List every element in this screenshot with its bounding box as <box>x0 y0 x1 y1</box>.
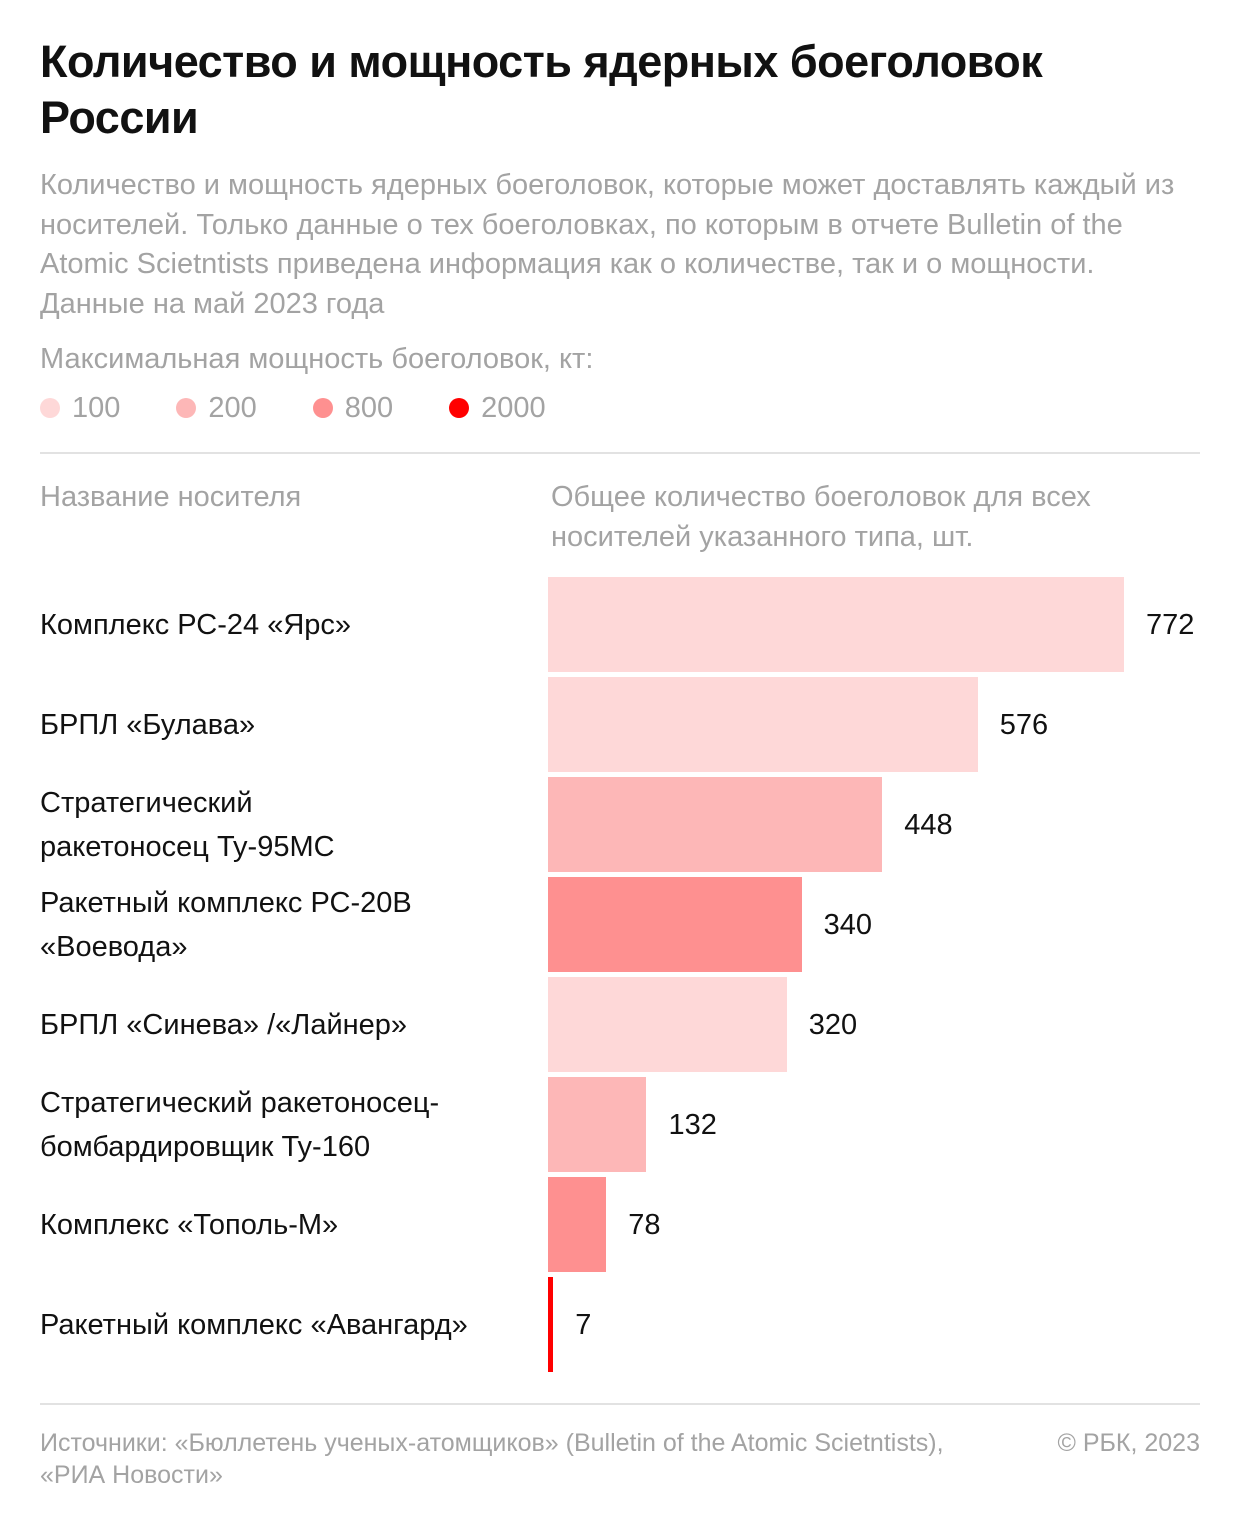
legend-item-100: 100 <box>40 388 120 428</box>
bar-category-label: Стратегический ракетоносец Ту-95МС <box>40 786 335 863</box>
bar <box>548 777 883 872</box>
legend-item-2000: 2000 <box>449 388 546 428</box>
bar-value-label: 772 <box>1146 608 1195 641</box>
bar <box>548 677 978 772</box>
bar <box>548 977 787 1072</box>
legend-swatch <box>176 398 197 418</box>
chart-title: Количество и мощность ядерных боеголовок… <box>40 36 1043 143</box>
legend-swatch <box>312 398 333 418</box>
column-header-value: Общее количество боеголовок для всех нос… <box>551 481 1091 553</box>
bar <box>548 577 1124 672</box>
bar-value-label: 132 <box>668 1108 717 1141</box>
bar-value-label: 7 <box>575 1308 592 1341</box>
bar-value-label: 340 <box>823 908 873 941</box>
legend-item-200: 200 <box>176 388 257 428</box>
chart-subtitle: Количество и мощность ядерных боеголовок… <box>40 169 1175 320</box>
legend-swatch <box>449 398 470 418</box>
bar <box>548 1077 647 1172</box>
legend-title: Максимальная мощность боеголовок, кт: <box>40 343 594 375</box>
bar-category-label: Комплекс «Тополь-М» <box>40 1208 339 1241</box>
bar <box>548 877 802 972</box>
legend: 100 200 800 2000 <box>40 388 602 428</box>
legend-item-800: 800 <box>312 388 394 428</box>
legend-label: 100 <box>72 392 121 424</box>
bar-category-label: Ракетный комплекс «Авангард» <box>40 1308 468 1341</box>
bar <box>548 1277 554 1372</box>
copyright: © РБК, 2023 <box>1057 1429 1200 1457</box>
column-header-name: Название носителя <box>40 481 302 513</box>
bar-category-label: Ракетный комплекс РС-20В «Воевода» <box>40 886 412 963</box>
bar-category-label: Стратегический ракетоносец-бомбардировщи… <box>40 1086 440 1163</box>
bar-category-label: Комплекс РС-24 «Ярс» <box>40 608 352 641</box>
header-divider <box>40 452 1200 454</box>
legend-label: 200 <box>208 392 257 424</box>
sources-note: Источники: «Бюллетень ученых-атомщиков» … <box>40 1429 944 1489</box>
bar <box>548 1177 607 1272</box>
bar-value-label: 576 <box>999 708 1049 741</box>
bar-value-label: 448 <box>904 808 953 841</box>
legend-label: 800 <box>344 392 394 424</box>
bar-category-label: БРПЛ «Булава» <box>40 708 256 741</box>
bar-category-label: БРПЛ «Синева» /«Лайнер» <box>40 1008 408 1041</box>
legend-label: 2000 <box>481 392 546 424</box>
bar-value-label: 78 <box>628 1208 661 1241</box>
footer-divider <box>40 1403 1200 1405</box>
legend-swatch <box>40 398 60 418</box>
bar-value-label: 320 <box>808 1008 858 1041</box>
